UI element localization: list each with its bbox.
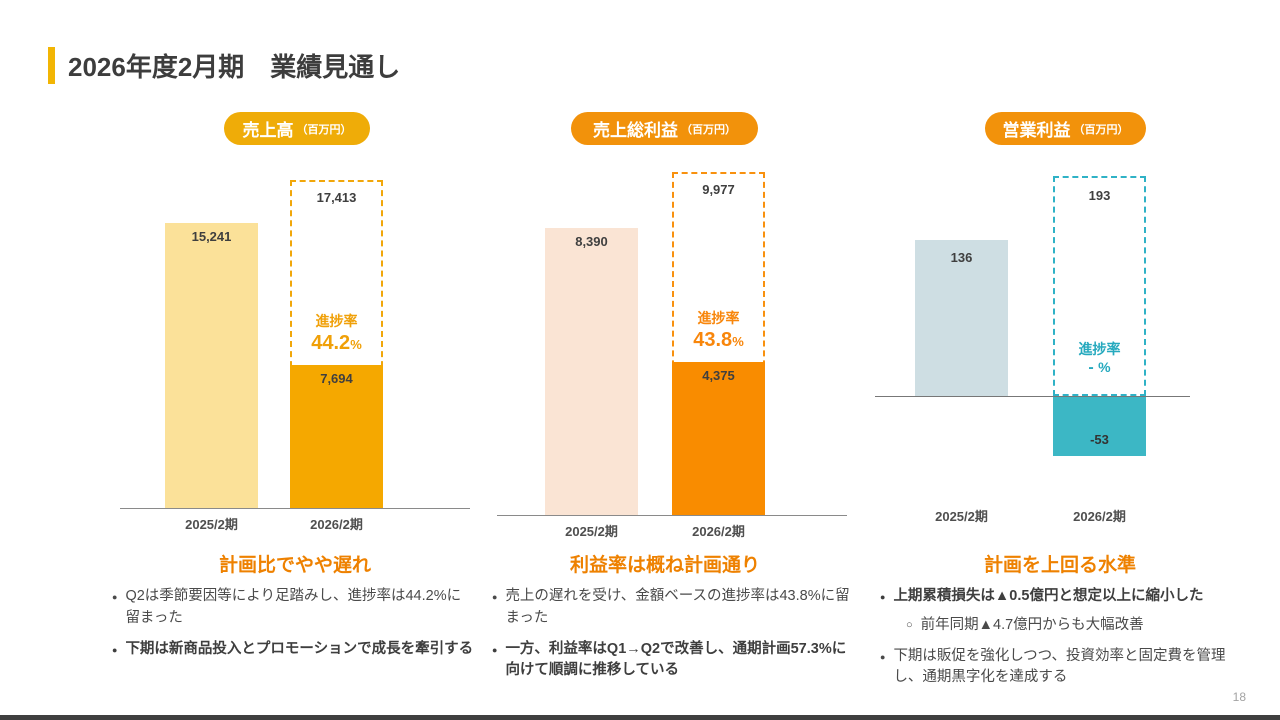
revenue-prev-value: 15,241 <box>191 229 232 244</box>
operating-actual-bar-negative <box>1053 397 1146 456</box>
revenue-xlabel-prev: 2025/2期 <box>185 517 238 532</box>
bullet-item: ● 上期累積損失は▲0.5億円と想定以上に縮小した <box>880 586 1238 608</box>
bullet-marker: ● <box>112 592 118 602</box>
badge-operating-profit: 営業利益 （百万円） <box>985 112 1146 145</box>
bullet-item: ● 下期は販促を強化しつつ、投資効率と固定費を管理し、通期黒字化を達成する <box>880 646 1238 690</box>
revenue-prev-bar <box>165 223 258 508</box>
revenue-actual-bar <box>290 365 383 508</box>
operating-progress-label: 進捗率 <box>1078 341 1121 357</box>
revenue-progress-unit: % <box>350 337 362 353</box>
operating-plan-value: 193 <box>1088 188 1111 203</box>
gross-progress: 進捗率 43.8% <box>672 309 765 353</box>
gross-prev-value: 8,390 <box>575 234 608 249</box>
bullet-text: Q2は季節要因等により足踏みし、進捗率は44.2%に留まった <box>125 588 462 626</box>
gross-bullets: ● 売上の遅れを受け、金額ベースの進捗率は43.8%に留まった ● 一方、利益率… <box>492 586 860 691</box>
bullet-marker: ○ <box>906 618 913 631</box>
bullet-subitem: ○ 前年同期▲4.7億円からも大幅改善 <box>906 615 1238 637</box>
bullet-text: 下期は販促を強化しつつ、投資効率と固定費を管理し、通期黒字化を達成する <box>893 647 1226 686</box>
badge-revenue-unit: （百万円） <box>296 123 352 136</box>
operating-progress: 進捗率 - % <box>1053 340 1146 379</box>
operating-progress-value: - <box>1088 359 1094 377</box>
bullet-item: ● Q2は季節要因等により足踏みし、進捗率は44.2%に留まった <box>112 586 474 630</box>
bullet-text: 下期は新商品投入とプロモーションで成長を牽引する <box>125 640 474 657</box>
gross-progress-unit: % <box>732 334 744 350</box>
bullet-marker: ● <box>880 651 886 662</box>
gross-actual-bar <box>672 362 765 515</box>
operating-zero-axis <box>875 396 1190 397</box>
operating-bullets: ● 上期累積損失は▲0.5億円と想定以上に縮小した ○ 前年同期▲4.7億円から… <box>880 586 1238 698</box>
bullet-text: 前年同期▲4.7億円からも大幅改善 <box>920 616 1144 633</box>
revenue-bullets: ● Q2は季節要因等により足踏みし、進捗率は44.2%に留まった ● 下期は新商… <box>112 586 474 669</box>
badge-operating-profit-unit: （百万円） <box>1073 123 1129 136</box>
badge-gross-profit-unit: （百万円） <box>681 123 736 136</box>
gross-xlabel-prev: 2025/2期 <box>565 524 618 539</box>
page-title: 2026年度2月期 業績見通し <box>68 52 401 82</box>
operating-actual-value: -53 <box>1090 432 1109 447</box>
bullet-marker: ● <box>112 644 118 655</box>
bullet-marker: ● <box>880 592 886 602</box>
operating-progress-unit: % <box>1098 359 1111 376</box>
bullet-marker: ● <box>492 644 498 655</box>
gross-plan-value: 9,977 <box>702 182 735 197</box>
gross-progress-value: 43.8 <box>693 329 733 352</box>
operating-xlabel-curr: 2026/2期 <box>1073 509 1126 524</box>
operating-summary-heading: 計画を上回る水準 <box>983 555 1136 576</box>
revenue-xlabel-curr: 2026/2期 <box>310 517 363 532</box>
badge-operating-profit-label: 営業利益 <box>1002 121 1071 140</box>
title-accent-bar <box>48 47 55 84</box>
gross-prev-bar <box>545 228 638 515</box>
badge-revenue-label: 売上高 <box>242 121 294 140</box>
bullet-item: ● 売上の遅れを受け、金額ベースの進捗率は43.8%に留まった <box>492 586 860 630</box>
badge-revenue: 売上高 （百万円） <box>224 112 370 145</box>
revenue-axis <box>120 508 470 509</box>
operating-prev-bar <box>915 240 1008 396</box>
bullet-item: ● 下期は新商品投入とプロモーションで成長を牽引する <box>112 639 474 661</box>
operating-xlabel-prev: 2025/2期 <box>935 509 988 524</box>
revenue-progress: 進捗率 44.2% <box>290 312 383 356</box>
gross-progress-label: 進捗率 <box>697 310 740 326</box>
gross-axis <box>497 515 847 516</box>
bullet-text: 上期累積損失は▲0.5億円と想定以上に縮小した <box>893 588 1204 604</box>
bullet-text: 売上の遅れを受け、金額ベースの進捗率は43.8%に留まった <box>505 588 850 626</box>
gross-actual-value: 4,375 <box>702 368 735 383</box>
revenue-plan-value: 17,413 <box>316 190 357 205</box>
operating-plan-box <box>1053 176 1146 396</box>
operating-prev-value: 136 <box>950 250 973 265</box>
gross-xlabel-curr: 2026/2期 <box>692 524 745 539</box>
bullet-item: ● 一方、利益率はQ1→Q2で改善し、通期計画57.3%に向けて順調に推移してい… <box>492 639 860 683</box>
badge-gross-profit-label: 売上総利益 <box>593 121 678 140</box>
bullet-text: 一方、利益率はQ1→Q2で改善し、通期計画57.3%に向けて順調に推移している <box>505 640 847 679</box>
revenue-summary-heading: 計画比でやや遅れ <box>218 555 371 576</box>
footer-strip <box>0 715 1280 720</box>
revenue-actual-value: 7,694 <box>320 371 353 386</box>
revenue-progress-label: 進捗率 <box>315 313 358 329</box>
bullet-marker: ● <box>492 592 498 602</box>
revenue-progress-value: 44.2 <box>311 332 351 355</box>
gross-summary-heading: 利益率は概ね計画通り <box>569 555 760 576</box>
badge-gross-profit: 売上総利益 （百万円） <box>571 112 758 145</box>
page-number: 18 <box>1232 690 1246 704</box>
